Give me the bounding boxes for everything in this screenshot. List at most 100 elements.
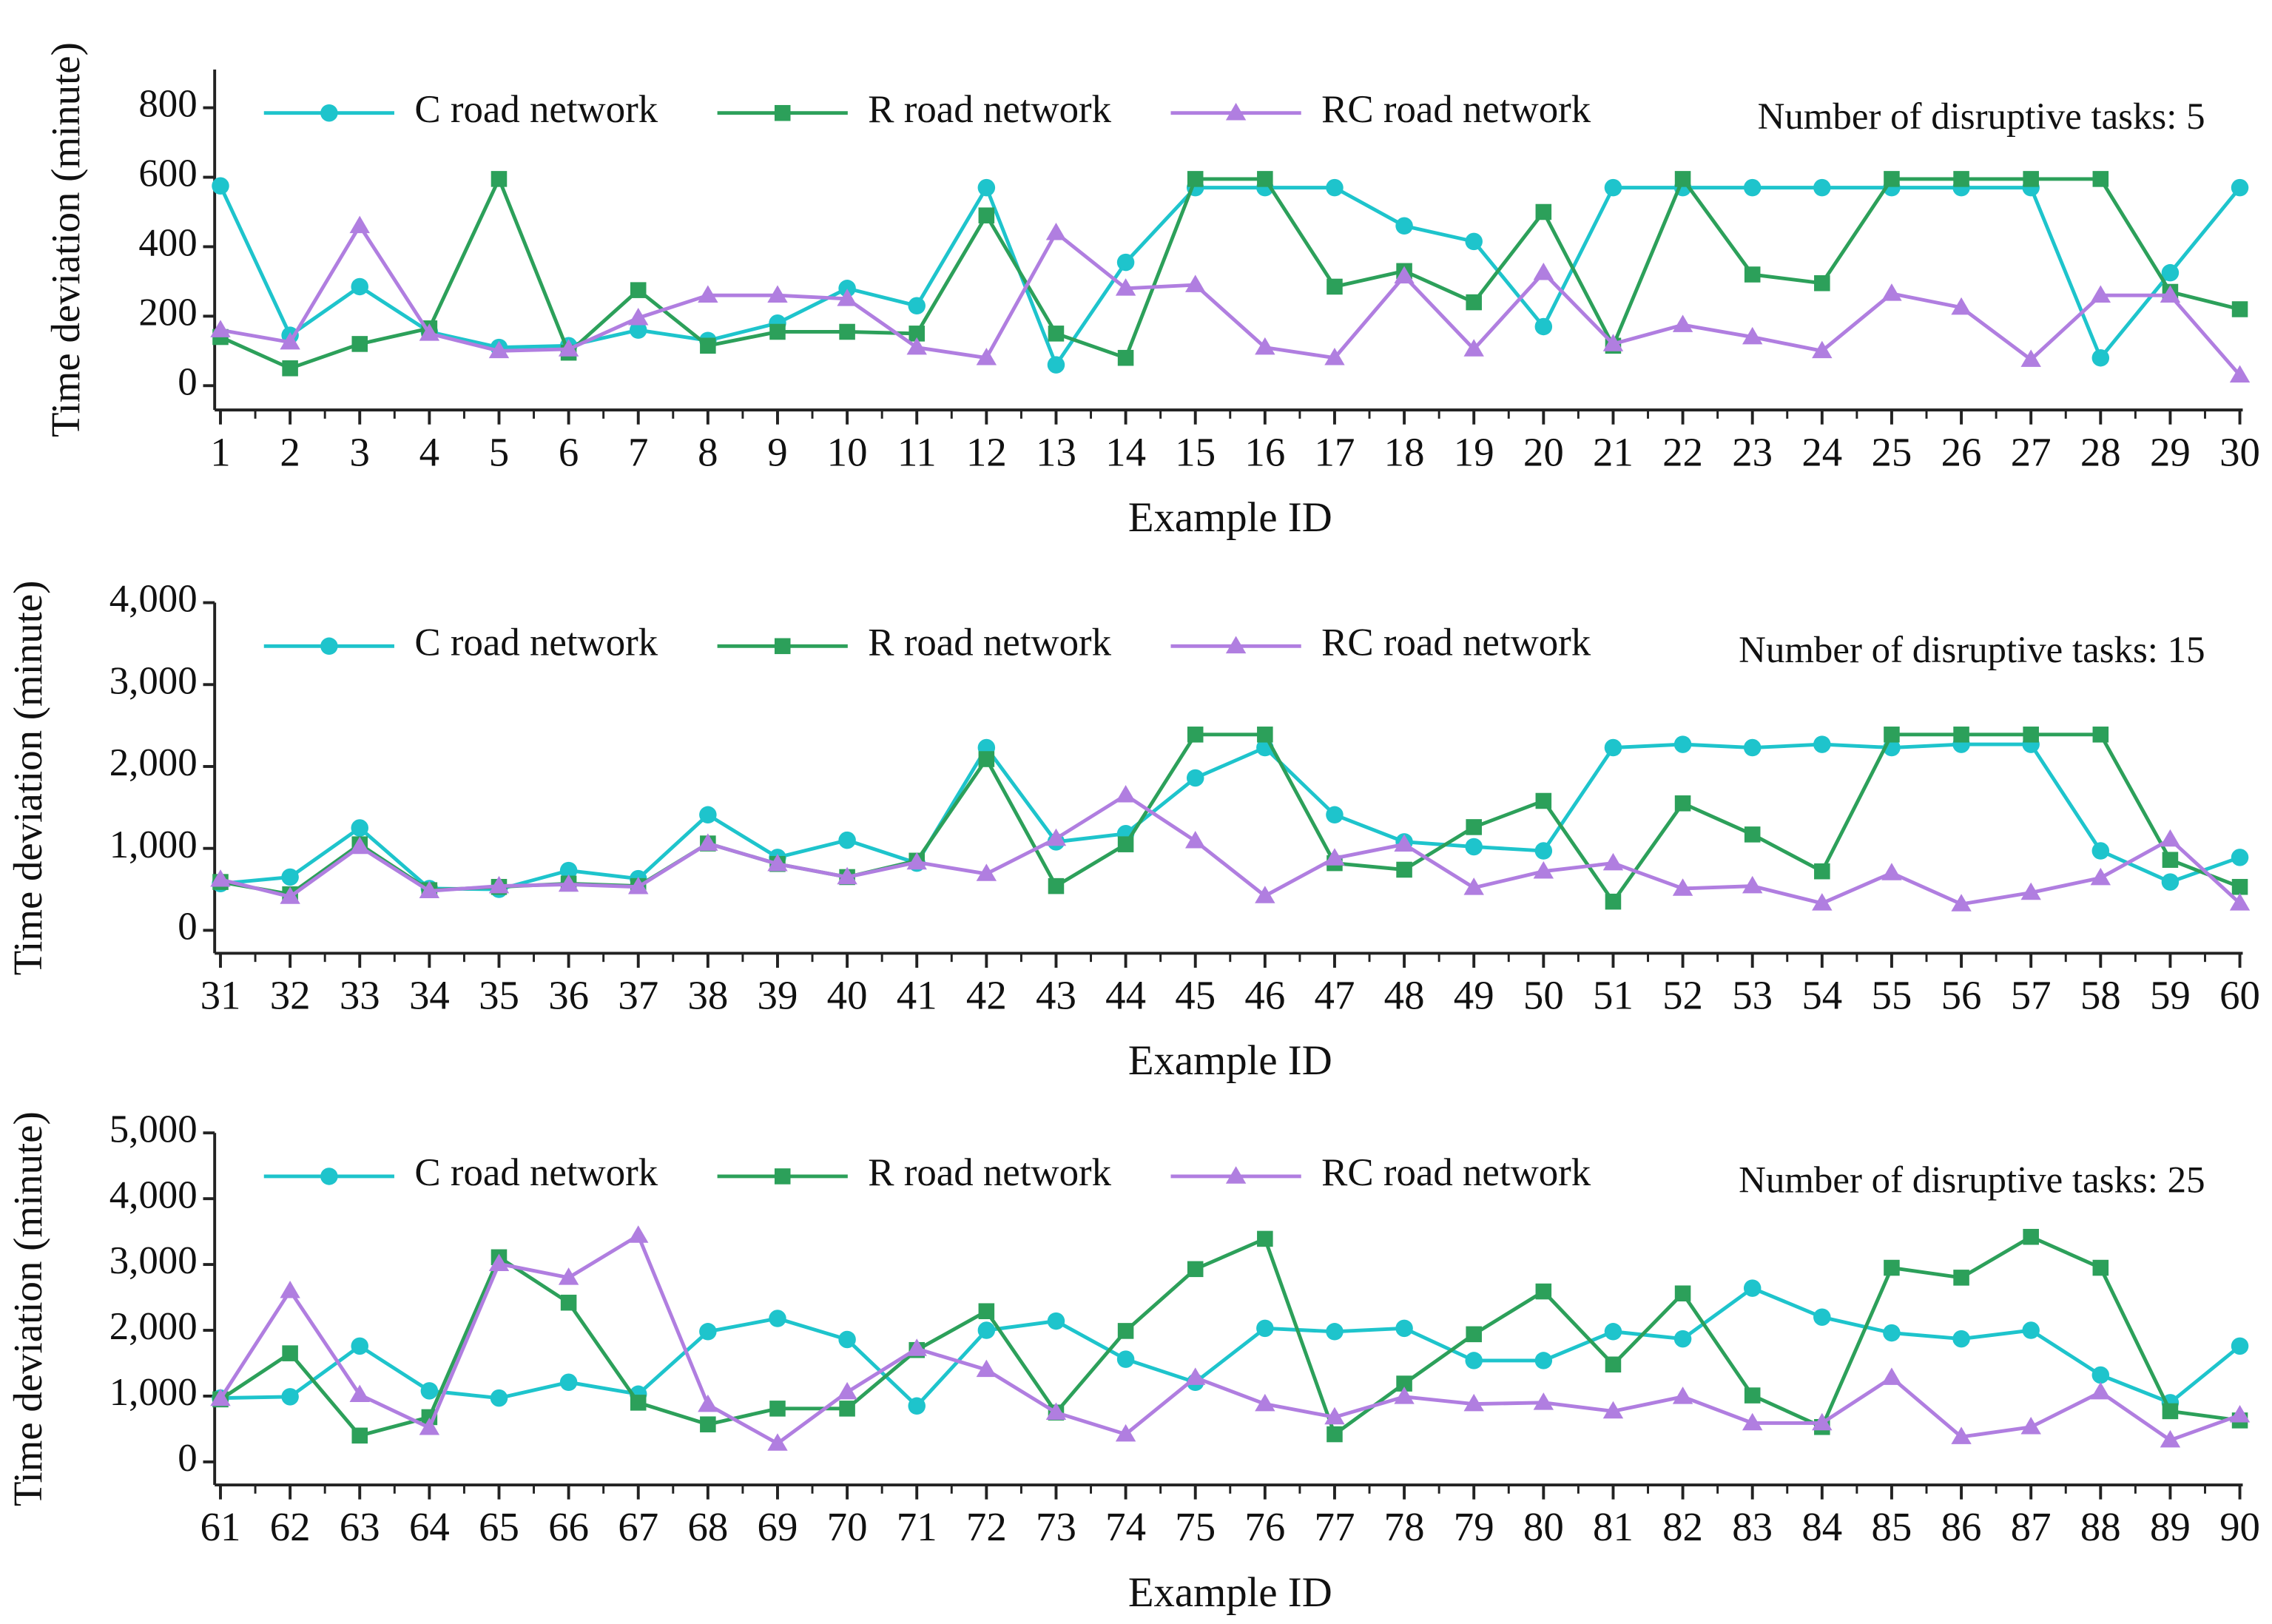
y-axis-label: Time deviation (minute) (5, 1111, 50, 1506)
y-tick-label: 4,000 (109, 578, 198, 621)
marker (349, 215, 370, 234)
marker (628, 877, 649, 894)
marker (1395, 1319, 1413, 1338)
marker (2090, 285, 2111, 303)
x-tick-label: 20 (1523, 429, 1564, 474)
marker (1396, 861, 1412, 878)
marker (1604, 1323, 1622, 1341)
marker (280, 886, 300, 904)
x-tick-label: 62 (270, 1504, 311, 1549)
marker (774, 1168, 791, 1185)
marker (769, 1310, 786, 1327)
x-tick-label: 53 (1732, 973, 1773, 1018)
marker (978, 1303, 995, 1320)
marker (2231, 301, 2248, 317)
marker (1326, 1323, 1344, 1341)
marker (1117, 349, 1134, 366)
marker (1602, 852, 1624, 871)
marker (210, 869, 231, 887)
y-axis-label: Time deviation (minute) (43, 42, 88, 437)
annotation: Number of disruptive tasks: 25 (1739, 1159, 2205, 1201)
line (220, 792, 2242, 906)
marker (1742, 875, 1763, 894)
marker (1674, 795, 1691, 812)
x-tick-label: 69 (758, 1504, 798, 1549)
marker (1605, 893, 1622, 910)
marker (1533, 1392, 1554, 1410)
x-tick-label: 71 (897, 1504, 937, 1549)
x-tick-label: 67 (618, 1504, 658, 1549)
marker (1257, 727, 1273, 743)
x-tick-label: 75 (1175, 1504, 1216, 1549)
x-tick-label: 82 (1662, 1504, 1703, 1549)
marker (2023, 1228, 2039, 1245)
marker (1673, 735, 1692, 753)
marker (1951, 894, 1972, 912)
marker (1463, 1393, 1484, 1412)
marker (838, 831, 856, 849)
marker (1534, 1352, 1553, 1369)
marker (1047, 356, 1065, 374)
x-tick-label: 76 (1244, 1504, 1285, 1549)
legend-label: R road network (868, 1151, 1111, 1194)
marker (1326, 806, 1344, 824)
y-tick-label: 2,000 (109, 741, 198, 784)
marker (906, 1338, 927, 1356)
marker (630, 1395, 647, 1411)
y-tick-label: 400 (138, 222, 197, 265)
marker (558, 339, 579, 357)
x-tick-label: 17 (1315, 429, 1355, 474)
marker (1951, 1426, 1972, 1444)
marker (349, 1384, 370, 1402)
marker (1744, 266, 1761, 283)
marker (1881, 283, 1902, 301)
marker (839, 323, 855, 340)
marker (2090, 1381, 2111, 1400)
marker (1813, 178, 1831, 197)
marker (488, 1253, 510, 1271)
legend-label: RC road network (1321, 88, 1591, 131)
marker (558, 1267, 579, 1285)
x-tick-label: 9 (767, 429, 787, 474)
marker (1324, 1406, 1345, 1425)
marker (1465, 1352, 1483, 1369)
x-tick-label: 51 (1593, 973, 1634, 1018)
marker (628, 1225, 649, 1243)
legend-label: C road network (414, 621, 658, 664)
marker (1814, 863, 1830, 880)
marker (1813, 735, 1831, 753)
marker (1396, 1375, 1412, 1392)
x-tick-label: 65 (479, 1504, 519, 1549)
y-tick-label: 3,000 (109, 1239, 198, 1282)
marker (1466, 1326, 1482, 1343)
marker (1743, 1279, 1762, 1297)
annotation: Number of disruptive tasks: 5 (1758, 96, 2205, 138)
marker (1327, 278, 1343, 295)
marker (1534, 842, 1553, 860)
marker (320, 104, 338, 122)
x-tick-label: 49 (1454, 973, 1494, 1018)
marker (280, 1280, 300, 1298)
x-tick-label: 52 (1662, 973, 1703, 1018)
marker (699, 1323, 717, 1341)
x-tick-label: 47 (1315, 973, 1355, 1018)
marker (906, 337, 927, 355)
marker (2161, 263, 2180, 282)
marker (2162, 852, 2179, 868)
marker (1605, 1356, 1622, 1373)
marker (1463, 877, 1484, 895)
marker (2161, 873, 2180, 891)
marker (1884, 171, 1900, 187)
x-tick-label: 70 (827, 1504, 868, 1549)
x-tick-label: 23 (1732, 429, 1773, 474)
marker (977, 178, 996, 197)
line (219, 174, 2241, 371)
marker (1953, 727, 1969, 743)
marker (1742, 1412, 1763, 1431)
annotation: Number of disruptive tasks: 15 (1739, 630, 2205, 671)
x-tick-label: 28 (2080, 429, 2121, 474)
marker (1535, 203, 1552, 220)
x-tick-label: 19 (1454, 429, 1494, 474)
y-tick-label: 800 (138, 83, 197, 126)
marker (1534, 317, 1553, 336)
